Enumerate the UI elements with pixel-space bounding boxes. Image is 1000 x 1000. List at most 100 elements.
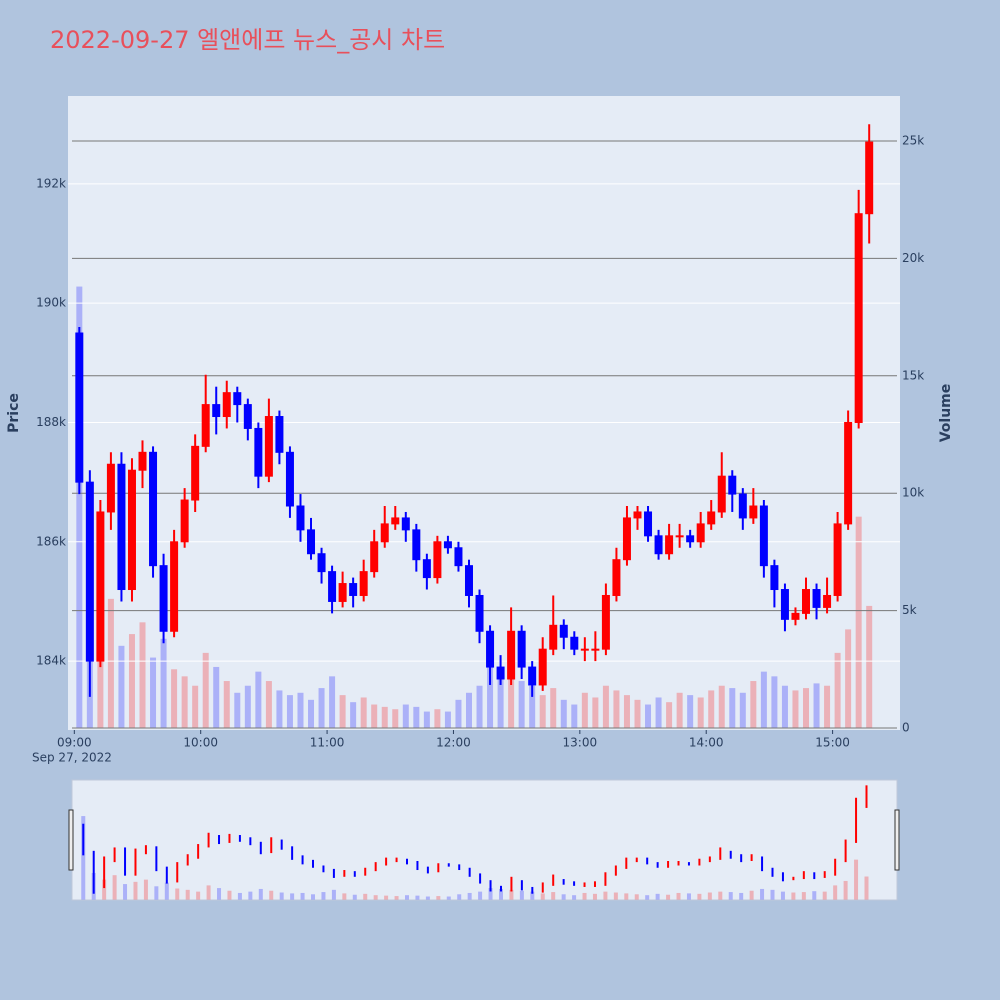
candle-body <box>633 511 642 519</box>
range-slider[interactable] <box>68 779 900 901</box>
volume-bar <box>708 690 715 729</box>
volume-bar <box>371 704 378 729</box>
candle-body <box>412 529 421 561</box>
y2-tick-label: 25k <box>902 133 924 147</box>
slider-handle-right[interactable] <box>894 809 900 871</box>
volume-bar <box>803 688 810 729</box>
y2-tick-label: 15k <box>902 368 924 382</box>
mini-volume-bar <box>843 880 848 900</box>
mini-volume-bar <box>572 895 577 900</box>
mini-volume-bar <box>300 892 305 900</box>
volume-bar <box>739 692 746 729</box>
candle-body <box>222 392 231 418</box>
volume-bar <box>234 692 241 729</box>
x-tick-label: 09:00 <box>57 736 92 750</box>
candle-body <box>696 523 705 543</box>
mini-volume-bar <box>728 892 733 900</box>
volume-bar <box>150 657 157 729</box>
mini-volume-bar <box>467 892 472 900</box>
candle-body <box>486 630 495 668</box>
y-tick-label: 190k <box>36 296 66 310</box>
volume-bar <box>402 704 409 729</box>
candle-body <box>338 583 347 602</box>
volume-bar <box>444 711 451 729</box>
volume-bar <box>107 598 114 729</box>
mini-volume-bar <box>436 896 441 900</box>
mini-volume-bar <box>509 889 514 900</box>
volume-bar <box>318 688 325 729</box>
volume-bar <box>160 638 167 729</box>
volume-bar <box>634 699 641 729</box>
volume-bar <box>276 690 283 729</box>
candle-body <box>686 535 695 543</box>
candle-body <box>275 416 284 453</box>
volume-bar <box>413 706 420 729</box>
volume-bar <box>792 690 799 729</box>
candle-body <box>644 511 653 537</box>
mini-volume-bar <box>833 885 838 900</box>
candle-body <box>707 511 716 525</box>
volume-bar <box>381 706 388 729</box>
candle-body <box>802 589 811 614</box>
plot-area <box>68 96 900 730</box>
candle-body <box>612 559 621 596</box>
candle-body <box>443 541 452 549</box>
candle-body <box>591 648 600 651</box>
volume-bar <box>508 676 515 729</box>
candle-body <box>780 589 789 620</box>
candle-body <box>296 505 305 531</box>
candle-body <box>475 594 484 632</box>
volume-bar <box>455 699 462 729</box>
volume-bar <box>687 695 694 729</box>
mini-volume-bar <box>112 875 117 900</box>
candle-body <box>517 630 526 668</box>
mini-volume-bar <box>498 888 503 900</box>
mini-volume-bar <box>666 894 671 900</box>
volume-bar <box>213 666 220 729</box>
volume-bar <box>571 704 578 729</box>
grid-layer: 184k 186k 188k 190k 192k 0 5k 10k 15k 20k 25k 09:00… <box>36 133 924 749</box>
volume-bar <box>118 645 125 729</box>
slider-handle-left[interactable] <box>68 809 74 871</box>
volume-bar <box>286 695 293 729</box>
candle-body <box>559 624 568 638</box>
mini-volume-bar <box>352 894 357 900</box>
volume-bar <box>581 692 588 729</box>
candle-body <box>359 571 368 596</box>
volume-bar <box>813 683 820 729</box>
candle-body <box>191 445 200 501</box>
candle-body <box>254 427 263 477</box>
y-axis-title: Price <box>6 393 22 433</box>
y-tick-label: 186k <box>36 534 66 548</box>
mini-volume-bar <box>676 892 681 900</box>
candle-body <box>85 481 94 662</box>
mini-volume-bar <box>154 886 159 900</box>
y2-axis-title: Volume <box>938 384 954 443</box>
mini-volume-bar <box>645 895 650 900</box>
y2-tick-label: 5k <box>902 603 917 617</box>
mini-volume-bar <box>81 816 86 900</box>
candle-body <box>401 517 410 531</box>
volume-bar <box>529 685 536 729</box>
mini-volume-bar <box>143 879 148 900</box>
candle-body <box>496 666 505 680</box>
mini-volume-bar <box>770 889 775 900</box>
mini-volume-bar <box>780 891 785 900</box>
candle-body <box>212 404 221 418</box>
candle-body <box>791 612 800 620</box>
volume-bar <box>487 666 494 729</box>
mini-volume-bar <box>269 890 274 900</box>
candle-body <box>654 535 663 555</box>
volume-bar <box>297 692 304 729</box>
mini-volume-bar <box>634 894 639 900</box>
candle-body <box>370 541 379 573</box>
volume-bar <box>613 690 620 729</box>
volume-bar <box>781 685 788 729</box>
x-tick-label: 12:00 <box>436 736 471 750</box>
x-tick-label: 11:00 <box>310 736 345 750</box>
candle-body <box>349 583 358 596</box>
candle-body <box>738 493 747 519</box>
candle-body <box>391 517 400 525</box>
volume-bar <box>360 697 367 729</box>
volume-bar <box>128 634 135 729</box>
